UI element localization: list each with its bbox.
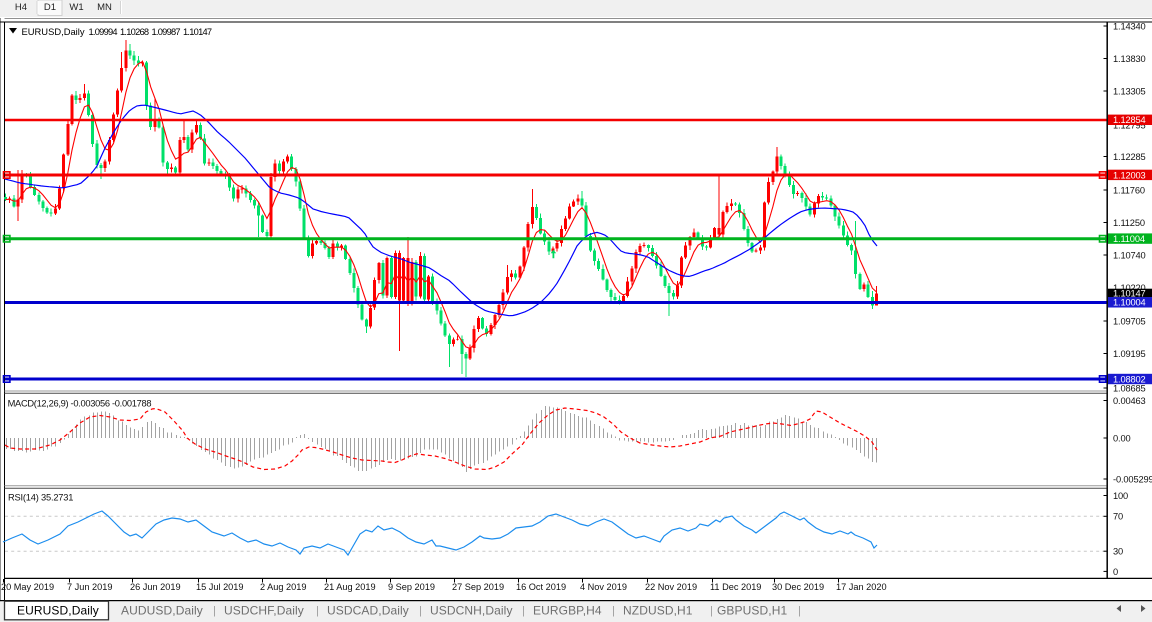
svg-text:1.10740: 1.10740 [1113, 250, 1146, 260]
svg-text:26 Jun 2019: 26 Jun 2019 [130, 582, 181, 592]
svg-text:NZDUSD,H1: NZDUSD,H1 [623, 604, 693, 618]
svg-text:70: 70 [1113, 512, 1123, 522]
svg-text:0.00463: 0.00463 [1113, 396, 1146, 406]
svg-text:30 Dec 2019: 30 Dec 2019 [772, 582, 824, 592]
svg-text:22 Nov 2019: 22 Nov 2019 [645, 582, 697, 592]
svg-text:1.10147: 1.10147 [183, 27, 212, 37]
svg-text:-0.005299: -0.005299 [1113, 474, 1152, 484]
svg-text:|: | [798, 605, 801, 617]
svg-text:GBPUSD,H1: GBPUSD,H1 [717, 604, 787, 618]
svg-text:20 May 2019: 20 May 2019 [1, 582, 54, 592]
svg-text:D1: D1 [44, 2, 56, 13]
svg-text:W1: W1 [69, 2, 83, 13]
svg-text:|: | [316, 605, 319, 617]
svg-text:0: 0 [1113, 567, 1118, 577]
svg-text:30: 30 [1113, 547, 1123, 557]
svg-text:1.10147: 1.10147 [1113, 288, 1146, 298]
svg-text:MN: MN [97, 2, 112, 13]
svg-text:1.10004: 1.10004 [1113, 298, 1146, 308]
svg-text:11 Dec 2019: 11 Dec 2019 [710, 582, 761, 592]
svg-text:1.09195: 1.09195 [1113, 349, 1146, 359]
svg-text:|: | [710, 605, 713, 617]
svg-text:1.11250: 1.11250 [1113, 218, 1145, 228]
svg-text:H4: H4 [15, 2, 27, 13]
svg-text:1.11760: 1.11760 [1113, 185, 1145, 195]
svg-text:16 Oct 2019: 16 Oct 2019 [516, 582, 566, 592]
svg-text:USDCAD,Daily: USDCAD,Daily [327, 604, 409, 618]
svg-text:27 Sep 2019: 27 Sep 2019 [452, 582, 504, 592]
svg-text:1.13305: 1.13305 [1113, 86, 1146, 96]
svg-text:EURGBP,H4: EURGBP,H4 [533, 604, 602, 618]
svg-text:|: | [522, 605, 525, 617]
svg-text:9 Sep 2019: 9 Sep 2019 [388, 582, 435, 592]
svg-text:1.09987: 1.09987 [152, 27, 181, 37]
svg-text:AUDUSD,Daily: AUDUSD,Daily [121, 604, 203, 618]
svg-text:1.08802: 1.08802 [1113, 374, 1146, 384]
svg-text:17 Jan 2020: 17 Jan 2020 [836, 582, 887, 592]
svg-text:USDCNH,Daily: USDCNH,Daily [430, 604, 513, 618]
svg-text:1.09705: 1.09705 [1113, 316, 1146, 326]
svg-text:1.10268: 1.10268 [120, 27, 149, 37]
svg-text:0.00: 0.00 [1113, 433, 1131, 443]
svg-text:|: | [419, 605, 422, 617]
svg-text:1.13830: 1.13830 [1113, 54, 1146, 64]
svg-text:|: | [213, 605, 216, 617]
svg-text:RSI(14) 35.2731: RSI(14) 35.2731 [8, 493, 73, 503]
svg-text:1.12285: 1.12285 [1113, 152, 1146, 162]
svg-text:1.14340: 1.14340 [1113, 21, 1146, 31]
svg-text:USDCHF,Daily: USDCHF,Daily [224, 604, 304, 618]
svg-text:7 Jun 2019: 7 Jun 2019 [67, 582, 112, 592]
svg-text:MACD(12,26,9) -0.003056 -0.001: MACD(12,26,9) -0.003056 -0.001788 [8, 399, 152, 409]
svg-text:1.12854: 1.12854 [1113, 115, 1146, 125]
svg-text:1.09994: 1.09994 [89, 27, 118, 37]
svg-text:1.10220: 1.10220 [1113, 283, 1146, 293]
svg-text:100: 100 [1113, 491, 1128, 501]
svg-text:EURUSD,Daily: EURUSD,Daily [17, 604, 99, 618]
svg-text:EURUSD,Daily: EURUSD,Daily [22, 26, 85, 37]
svg-text:|: | [612, 605, 615, 617]
svg-text:21 Aug 2019: 21 Aug 2019 [324, 582, 376, 592]
svg-text:1.12003: 1.12003 [1113, 170, 1146, 180]
svg-text:1.11004: 1.11004 [1113, 234, 1145, 244]
svg-text:1.08685: 1.08685 [1113, 383, 1146, 393]
svg-text:2 Aug 2019: 2 Aug 2019 [260, 582, 307, 592]
svg-text:15 Jul 2019: 15 Jul 2019 [196, 582, 244, 592]
svg-text:4 Nov 2019: 4 Nov 2019 [580, 582, 627, 592]
svg-text:1.12795: 1.12795 [1113, 121, 1146, 131]
